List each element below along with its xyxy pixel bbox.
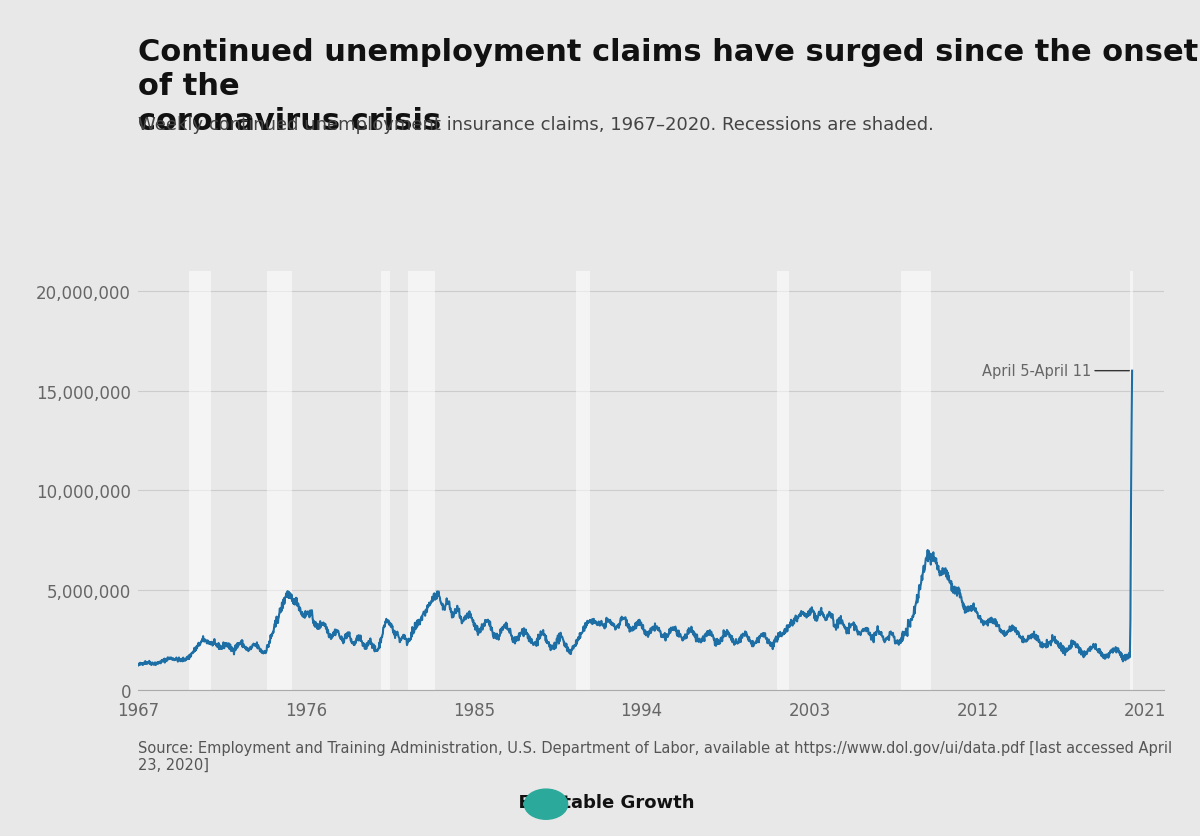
Bar — [576, 272, 590, 690]
Text: April 5-April 11: April 5-April 11 — [982, 364, 1091, 379]
Bar — [901, 272, 931, 690]
Bar — [776, 272, 790, 690]
Text: Source: Employment and Training Administration, U.S. Department of Labor, availa: Source: Employment and Training Administ… — [138, 740, 1172, 772]
Text: Equitable Growth: Equitable Growth — [505, 793, 695, 811]
Bar — [268, 272, 292, 690]
Text: Continued unemployment claims have surged since the onset of the
coronavirus cri: Continued unemployment claims have surge… — [138, 38, 1199, 136]
Bar — [190, 272, 211, 690]
Bar — [1130, 272, 1133, 690]
Bar — [408, 272, 434, 690]
Text: Weekly continued unemployment insurance claims, 1967–2020. Recessions are shaded: Weekly continued unemployment insurance … — [138, 115, 934, 134]
Bar — [380, 272, 390, 690]
